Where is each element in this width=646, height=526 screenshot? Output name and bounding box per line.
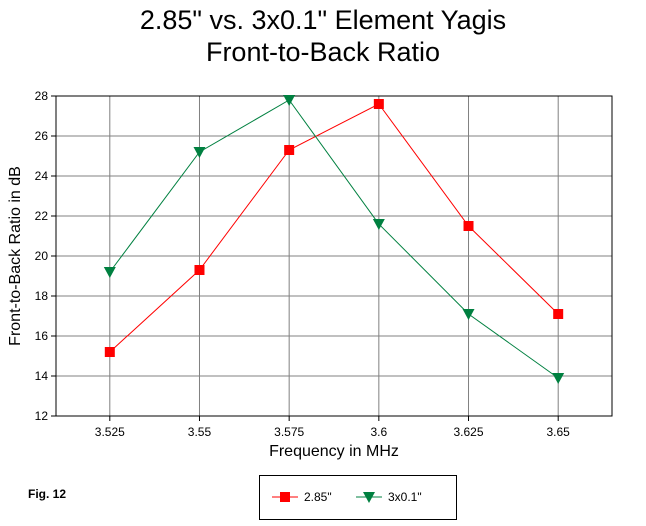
y-tick-label-2: 16	[35, 329, 49, 343]
series-0-point-4	[463, 221, 474, 231]
plot-frame	[55, 95, 613, 417]
y-tick-label-8: 28	[35, 89, 49, 103]
series-1-point-5	[552, 373, 565, 384]
chart-title-line-1: 2.85" vs. 3x0.1" Element Yagis	[139, 5, 507, 35]
x-tick-label-3: 3.6	[370, 425, 387, 439]
series-0-point-5	[553, 309, 564, 319]
y-tick-label-0: 12	[35, 409, 49, 423]
x-tick-label-4: 3.625	[454, 425, 484, 439]
y-tick-label-5: 22	[35, 209, 49, 223]
legend-swatch-marker-1	[363, 492, 375, 503]
series-0-point-2	[284, 145, 295, 155]
y-tick-label-3: 18	[35, 289, 49, 303]
series-0-point-0	[104, 347, 115, 357]
x-axis-title: Frequency in MHz	[269, 443, 399, 460]
y-axis-title: Front-to-Back Ratio in dB	[7, 166, 24, 346]
figure-label: Fig. 12	[28, 487, 67, 501]
legend: 2.85" 3x0.1"	[259, 475, 457, 520]
series-1-point-4	[462, 309, 475, 320]
x-tick-label-1: 3.55	[188, 425, 212, 439]
legend-label-0: 2.85"	[304, 490, 332, 504]
y-tick-label-7: 26	[35, 129, 49, 143]
chart-title-line-2: Front-to-Back Ratio	[205, 37, 441, 67]
x-tick-label-5: 3.65	[547, 425, 571, 439]
legend-swatch-marker-0	[280, 492, 290, 502]
y-tick-label-6: 24	[35, 169, 49, 183]
legend-label-1: 3x0.1"	[388, 490, 422, 504]
y-tick-label-1: 14	[35, 369, 49, 383]
series-0-point-1	[194, 265, 205, 275]
series-1-point-2	[283, 95, 296, 106]
y-tick-label-4: 20	[35, 249, 49, 263]
legend-graphic: 2.85" 3x0.1"	[272, 490, 422, 504]
x-tick-label-2: 3.575	[274, 425, 304, 439]
x-tick-label-0: 3.525	[95, 425, 125, 439]
series-1-point-0	[103, 267, 116, 278]
series-0-line	[109, 103, 559, 353]
series-1-point-1	[193, 147, 206, 158]
series-1	[103, 95, 565, 384]
series-0	[104, 99, 564, 357]
series-1-line	[109, 99, 559, 379]
series-1-point-3	[372, 219, 385, 230]
series-0-point-3	[373, 99, 384, 109]
